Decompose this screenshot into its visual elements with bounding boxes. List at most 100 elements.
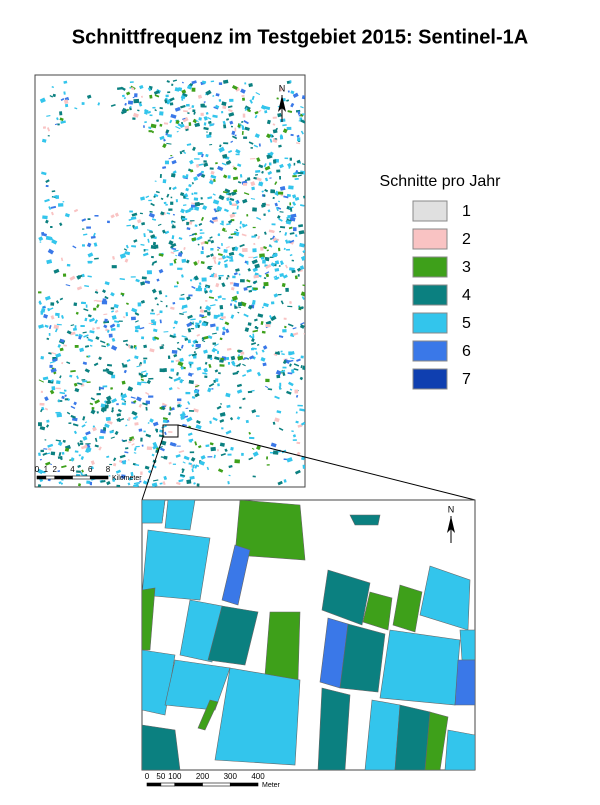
parcel [162, 179, 167, 184]
parcel [91, 317, 96, 322]
parcel [141, 381, 147, 384]
parcel [150, 123, 157, 129]
parcel [219, 419, 225, 423]
parcel [297, 274, 300, 277]
parcel [269, 138, 273, 143]
legend-swatch [412, 228, 448, 250]
parcel [169, 119, 173, 124]
scale-label: 100 [168, 772, 182, 781]
parcel [133, 447, 137, 451]
parcel [231, 85, 238, 91]
parcel [218, 146, 225, 153]
parcel [219, 337, 223, 341]
parcel [211, 332, 217, 335]
parcel [207, 335, 213, 340]
parcel [277, 293, 282, 296]
parcel [93, 307, 97, 311]
parcel [38, 301, 42, 306]
parcel [286, 248, 290, 251]
parcel [214, 356, 220, 361]
parcel [234, 127, 237, 132]
parcel [153, 479, 159, 482]
parcel [219, 222, 224, 226]
parcel [141, 336, 145, 340]
parcel [289, 80, 292, 83]
parcel [92, 425, 95, 428]
parcel [227, 274, 230, 278]
parcel [86, 381, 91, 384]
parcel [48, 325, 52, 330]
parcel [124, 251, 131, 256]
parcel [148, 126, 152, 130]
parcel [191, 285, 196, 289]
parcel [290, 90, 295, 95]
scale-segment [229, 782, 259, 787]
parcel [256, 343, 260, 347]
parcel [131, 443, 135, 446]
parcel [45, 235, 51, 241]
parcel [261, 306, 264, 309]
parcel [79, 347, 85, 353]
parcel [211, 388, 214, 390]
parcel [189, 451, 195, 454]
parcel [232, 275, 236, 279]
parcel [84, 284, 90, 288]
parcel [201, 316, 207, 319]
parcel [163, 138, 166, 142]
parcel [282, 359, 287, 365]
parcel [252, 248, 257, 253]
parcel [40, 449, 44, 453]
parcel [182, 311, 187, 314]
parcel [73, 302, 78, 307]
parcel [207, 387, 212, 393]
parcel [192, 464, 196, 467]
parcel [199, 306, 202, 309]
parcel [194, 441, 198, 446]
parcel [59, 222, 63, 227]
parcel [168, 376, 173, 380]
parcel [144, 121, 147, 124]
parcel [45, 184, 49, 188]
parcel [229, 98, 234, 102]
parcel [153, 193, 159, 198]
parcel [183, 195, 186, 199]
parcel [120, 292, 125, 296]
parcel [278, 335, 284, 339]
parcel [134, 320, 139, 323]
parcel [288, 165, 291, 169]
parcel [83, 334, 89, 338]
parcel [195, 343, 201, 348]
parcel [194, 122, 201, 128]
parcel [188, 379, 194, 385]
parcel [137, 302, 142, 307]
parcel [242, 198, 248, 204]
parcel [294, 275, 298, 280]
parcel [119, 253, 127, 259]
parcel [57, 399, 60, 403]
parcel [265, 320, 272, 325]
parcel [53, 268, 60, 274]
parcel [128, 476, 133, 481]
parcel [249, 157, 256, 160]
parcel [186, 84, 193, 90]
parcel [188, 425, 192, 429]
parcel [218, 274, 224, 277]
parcel [94, 437, 98, 442]
parcel [122, 439, 128, 443]
parcel [208, 296, 215, 299]
parcel [87, 252, 94, 258]
parcel [173, 320, 179, 325]
parcel [195, 464, 200, 468]
parcel [217, 261, 221, 266]
parcel [151, 288, 157, 294]
parcel [203, 349, 208, 354]
parcel [362, 591, 393, 631]
parcel [102, 289, 107, 294]
parcel [99, 436, 104, 439]
parcel [87, 218, 91, 220]
parcel [134, 93, 138, 98]
parcel [233, 282, 240, 287]
parcel [262, 286, 266, 289]
parcel [275, 127, 279, 130]
parcel [46, 337, 50, 341]
